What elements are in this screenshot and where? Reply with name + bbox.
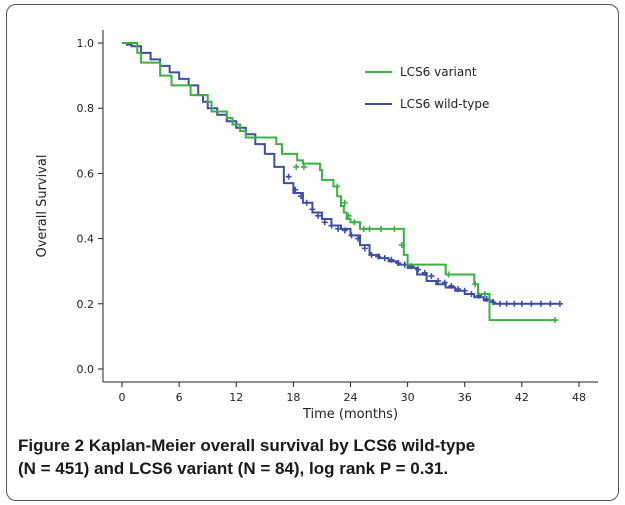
censor-mark-lcs6-variant — [360, 225, 367, 232]
y-tick-label: 0.6 — [77, 167, 95, 180]
caption-line-1: Kaplan-Meier overall survival by LCS6 wi… — [88, 436, 476, 455]
censor-mark-lcs6-wild-type — [511, 300, 518, 307]
censor-mark-lcs6-wild-type — [285, 173, 292, 180]
y-tick-label: 0.0 — [77, 363, 95, 376]
censor-mark-lcs6-variant — [445, 271, 452, 278]
censor-mark-lcs6-wild-type — [421, 269, 428, 276]
y-ticks: 0.0 0.2 0.4 0.6 0.8 1.0 — [77, 37, 103, 376]
censor-mark-lcs6-wild-type — [368, 251, 375, 258]
x-ticks: 0 6 12 18 24 30 36 42 48 — [119, 382, 586, 404]
axes: 0 6 12 18 24 30 36 42 48 0.0 0.2 0.4 0.6 0.8 1.0 Time… — [35, 30, 598, 422]
censor-mark-lcs6-wild-type — [298, 193, 304, 200]
x-tick-label: 30 — [401, 391, 415, 404]
censor-mark-lcs6-variant — [366, 225, 373, 232]
censor-mark-lcs6-wild-type — [441, 279, 448, 286]
x-tick-label: 24 — [344, 391, 358, 404]
x-tick-label: 48 — [572, 391, 586, 404]
censor-mark-lcs6-wild-type — [348, 232, 355, 239]
censor-mark-lcs6-wild-type — [528, 300, 535, 307]
y-tick-label: 1.0 — [77, 37, 95, 50]
x-tick-label: 42 — [515, 391, 529, 404]
censor-mark-lcs6-wild-type — [428, 273, 435, 280]
censor-mark-lcs6-wild-type — [321, 219, 328, 226]
censor-mark-lcs6-wild-type — [355, 235, 362, 242]
y-axis-title: Overall Survival — [35, 154, 50, 257]
censor-mark-lcs6-variant — [351, 219, 358, 226]
figure-label: Figure 2 — [18, 436, 85, 455]
y-tick-label: 0.8 — [77, 102, 95, 115]
censor-mark-lcs6-wild-type — [315, 212, 322, 219]
censor-mark-lcs6-wild-type — [556, 300, 563, 307]
x-axis-title: Time (months) — [302, 407, 398, 422]
km-chart: 0 6 12 18 24 30 36 42 48 0.0 0.2 0.4 0.6 0.8 1.0 Time… — [35, 30, 598, 422]
censor-mark-lcs6-variant — [391, 225, 398, 232]
caption-line-2: (N = 451) and LCS6 variant (N = 84), log… — [18, 459, 449, 478]
series-line-lcs6-wild-type — [122, 42, 560, 305]
censor-mark-lcs6-wild-type — [490, 299, 497, 306]
series-layer — [122, 42, 563, 324]
figure-caption: Figure 2 Kaplan-Meier overall survival b… — [18, 434, 608, 480]
x-tick-label: 0 — [119, 391, 126, 404]
legend: LCS6 variant LCS6 wild-type — [365, 65, 489, 111]
censor-mark-lcs6-wild-type — [468, 291, 475, 297]
censor-mark-lcs6-wild-type — [341, 227, 348, 234]
censor-mark-lcs6-wild-type — [303, 199, 310, 206]
censor-mark-lcs6-wild-type — [415, 266, 422, 273]
legend-label-lcs6-wild-type: LCS6 wild-type — [400, 97, 489, 111]
censor-mark-lcs6-variant — [472, 281, 479, 288]
censor-mark-lcs6-wild-type — [335, 225, 342, 232]
censor-mark-lcs6-wild-type — [395, 260, 402, 267]
censor-mark-lcs6-variant — [300, 163, 307, 170]
x-tick-label: 36 — [458, 391, 472, 404]
censor-mark-lcs6-wild-type — [388, 256, 395, 263]
censor-mark-lcs6-variant — [398, 242, 405, 249]
censor-mark-lcs6-variant — [552, 317, 559, 324]
legend-label-lcs6-variant: LCS6 variant — [400, 65, 477, 79]
figure-frame — [6, 4, 619, 501]
censor-mark-lcs6-variant — [377, 225, 384, 232]
censor-mark-lcs6-wild-type — [361, 245, 368, 252]
censor-mark-lcs6-wild-type — [547, 300, 554, 307]
censor-mark-lcs6-wild-type — [496, 300, 503, 307]
x-tick-label: 12 — [229, 391, 243, 404]
censor-mark-lcs6-wild-type — [375, 253, 382, 260]
x-tick-label: 6 — [176, 391, 183, 404]
censor-mark-lcs6-wild-type — [461, 287, 468, 294]
y-tick-label: 0.2 — [77, 298, 95, 311]
censor-mark-lcs6-variant — [334, 183, 341, 190]
censor-mark-lcs6-wild-type — [455, 286, 462, 293]
censor-mark-lcs6-wild-type — [503, 300, 510, 307]
censor-mark-lcs6-wild-type — [518, 300, 525, 307]
y-tick-label: 0.4 — [77, 233, 95, 246]
censor-mark-lcs6-variant — [345, 212, 352, 219]
censor-mark-lcs6-wild-type — [381, 255, 388, 262]
censor-mark-lcs6-wild-type — [435, 277, 442, 284]
censor-mark-lcs6-wild-type — [309, 206, 316, 213]
censor-mark-lcs6-variant — [481, 291, 488, 297]
censor-mark-lcs6-wild-type — [448, 282, 455, 289]
censor-mark-lcs6-wild-type — [328, 222, 335, 229]
series-line-lcs6-variant — [122, 42, 556, 322]
censor-mark-lcs6-variant — [341, 199, 348, 206]
x-tick-label: 18 — [286, 391, 300, 404]
censor-mark-lcs6-wild-type — [537, 300, 544, 307]
censor-mark-lcs6-variant — [293, 163, 300, 170]
censor-mark-lcs6-wild-type — [292, 186, 299, 193]
